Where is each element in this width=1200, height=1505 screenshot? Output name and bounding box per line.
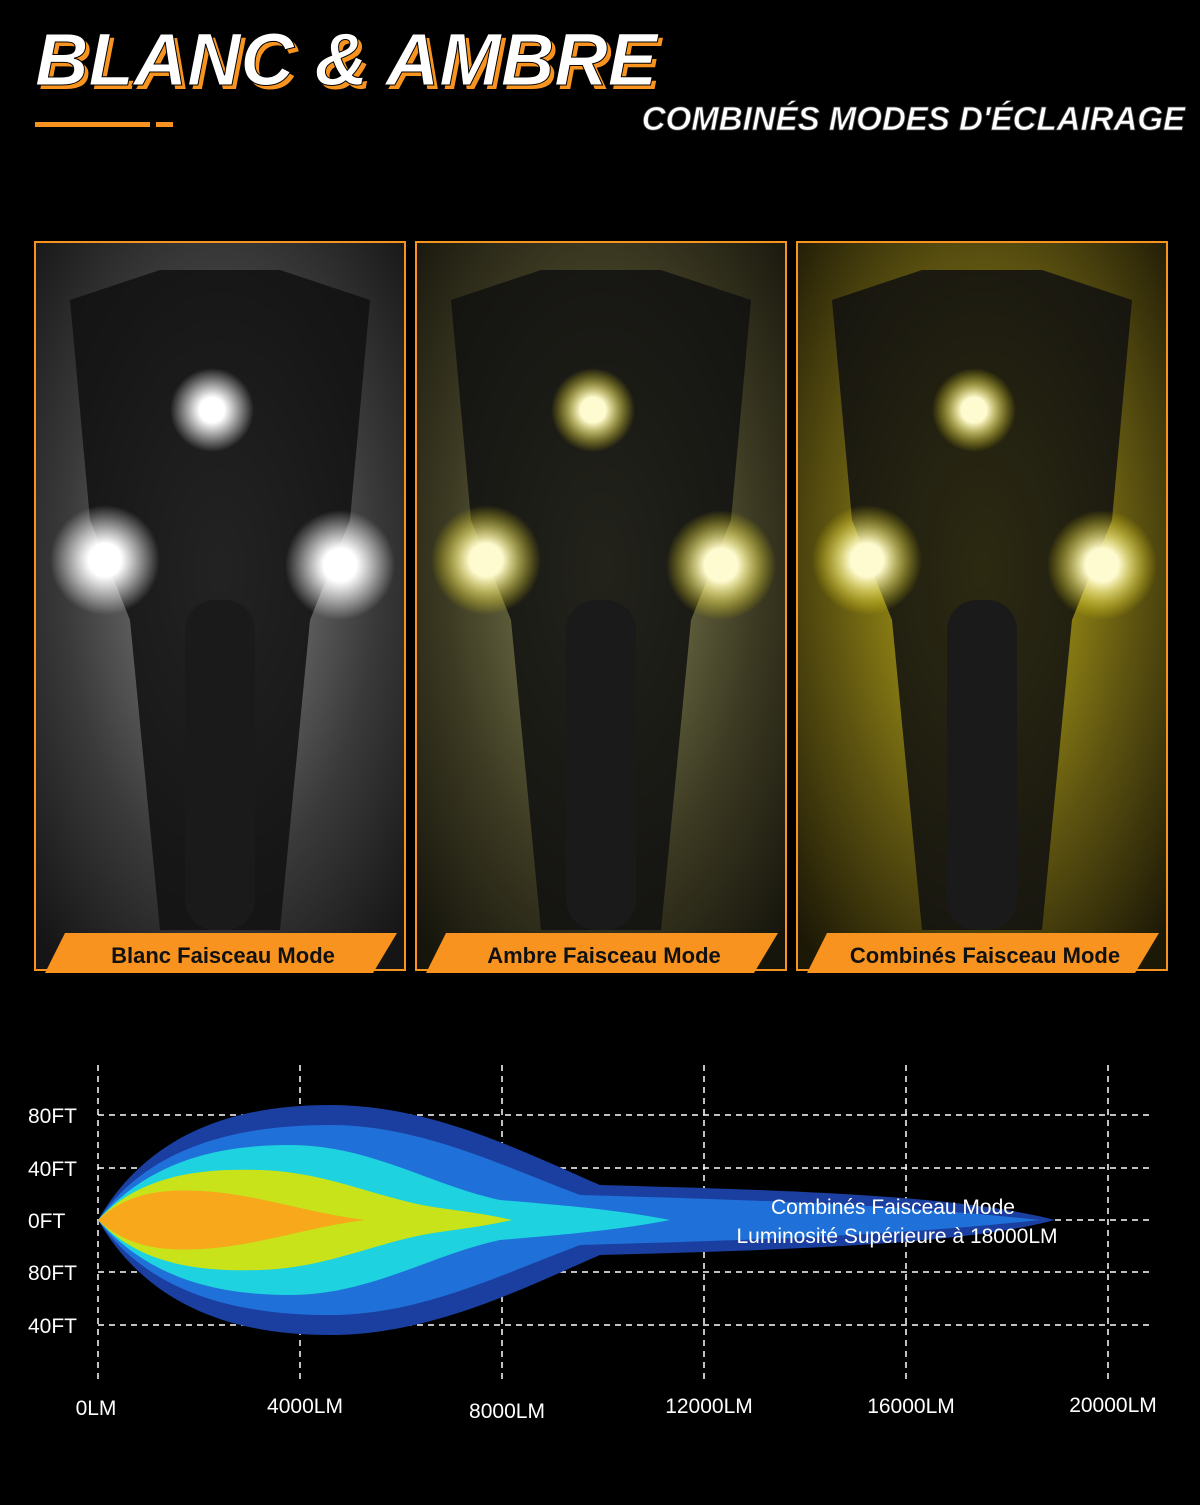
panels: Blanc Faisceau Mode Ambre Faisceau Mode Co…: [34, 241, 1168, 973]
accent-dot: [156, 122, 173, 127]
y-label: 40FT: [28, 1315, 77, 1338]
fog-light: [50, 505, 160, 615]
panel-label: Combinés Faisceau Mode: [850, 943, 1120, 968]
headlight: [170, 368, 254, 452]
panel: Combinés Faisceau Mode: [796, 241, 1168, 973]
title: BLANC & AMBRE: [35, 18, 660, 101]
panel: Ambre Faisceau Mode: [415, 241, 787, 973]
label-bg: [426, 933, 778, 973]
y-label: 80FT: [28, 1105, 77, 1128]
x-label: 12000LM: [665, 1395, 753, 1418]
panel-label: Blanc Faisceau Mode: [111, 943, 335, 968]
annotation: Luminosité Supérieure à 18000LM: [736, 1225, 1057, 1248]
x-label: 4000LM: [267, 1395, 343, 1418]
y-label: 0FT: [28, 1210, 66, 1233]
headlight: [932, 368, 1016, 452]
beam-diagram: [98, 1105, 1055, 1335]
tire: [566, 600, 636, 930]
y-label: 80FT: [28, 1262, 77, 1285]
y-label: 40FT: [28, 1158, 77, 1181]
panel: Blanc Faisceau Mode: [34, 241, 406, 973]
label-bg: [45, 933, 397, 973]
annotation: Combinés Faisceau Mode: [771, 1196, 1015, 1219]
x-label: 8000LM: [469, 1400, 545, 1423]
x-label: 20000LM: [1069, 1394, 1157, 1417]
fog-light: [431, 505, 541, 615]
headlight: [551, 368, 635, 452]
x-label: 0LM: [76, 1397, 117, 1420]
title-shadow: BLANC & AMBRE: [39, 22, 664, 105]
panel-label: Ambre Faisceau Mode: [487, 943, 721, 968]
fog-light: [666, 510, 776, 620]
accent-line: [35, 122, 150, 127]
label-bg: [807, 933, 1159, 973]
tire: [947, 600, 1017, 930]
x-label: 16000LM: [867, 1395, 955, 1418]
tire: [185, 600, 255, 930]
fog-light: [812, 505, 922, 615]
fog-light: [285, 510, 395, 620]
fog-light: [1047, 510, 1157, 620]
subtitle: COMBINÉS MODES D'ÉCLAIRAGE: [642, 100, 1186, 137]
beam-core: [98, 1190, 365, 1250]
